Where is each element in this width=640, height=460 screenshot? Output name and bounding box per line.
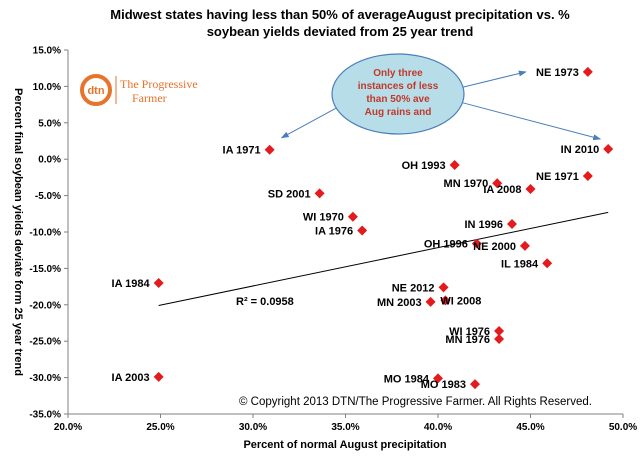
data-point (582, 170, 593, 181)
y-tick-label: 10.0% (33, 82, 61, 93)
data-point-label: WI 1976 (449, 326, 490, 338)
copyright-notice: © Copyright 2013 DTN/The Progressive Far… (239, 396, 592, 408)
data-point (507, 218, 517, 229)
data-point-label: MN 1970 (444, 178, 489, 190)
data-point (425, 296, 436, 307)
data-point-label: IA 1976 (315, 226, 353, 238)
x-axis-label: Percent of normal August precipitation (243, 439, 446, 451)
callout-pointers (280, 70, 602, 141)
y-tick-label: -10.0% (29, 228, 61, 239)
data-point (494, 326, 505, 337)
y-tick-label: 15.0% (33, 46, 61, 57)
data-point-label: IN 1996 (464, 219, 503, 231)
data-point-label: NE 1973 (536, 67, 579, 79)
data-point (525, 184, 536, 195)
callout-line-2: instances of less (358, 81, 439, 92)
data-point (494, 334, 505, 345)
data-point-label: IA 1984 (112, 278, 151, 290)
data-point-label: NE 1971 (536, 171, 579, 183)
data-point-label: SD 2001 (268, 188, 311, 200)
data-point (542, 258, 553, 269)
data-point-label: MN 2003 (377, 297, 422, 309)
trendline-group (158, 211, 609, 307)
y-tick-label: -30.0% (29, 373, 61, 384)
dtn-logo-icon (80, 74, 112, 106)
x-tick-label: 30.0% (239, 422, 267, 433)
data-point (264, 144, 275, 155)
logo: dtn The Progressive Farmer (80, 74, 198, 106)
data-point (153, 371, 164, 382)
data-point-label: NE 2012 (392, 282, 435, 294)
data-point (153, 277, 164, 288)
y-tick-label: -15.0% (29, 264, 61, 275)
callout-line-3: than 50% ave (366, 94, 430, 105)
data-point (440, 295, 451, 306)
callout-pointer-arrow (280, 107, 337, 139)
x-tick-label: 20.0% (54, 422, 82, 433)
data-point (314, 188, 325, 199)
data-point (471, 238, 482, 249)
callout-line-4: Aug rains and (365, 107, 432, 118)
chart-title-line-2: soybean yields deviated from 25 year tre… (207, 24, 474, 39)
callout-bubble (331, 53, 465, 135)
y-tick-label: -20.0% (29, 300, 61, 311)
data-point (449, 160, 460, 171)
data-point-label: IA 2008 (483, 184, 521, 196)
data-point (438, 282, 449, 293)
data-point (347, 211, 358, 222)
data-point (357, 225, 368, 236)
data-point-label: IA 1971 (223, 145, 261, 157)
y-tick-label: -5.0% (35, 191, 61, 202)
data-point-label: WI 1970 (303, 212, 344, 224)
data-point-label: MO 1983 (421, 379, 466, 391)
logo-line-2: Farmer (132, 91, 167, 105)
data-point-label: IN 2010 (561, 144, 600, 156)
data-point-label: NE 2000 (473, 241, 516, 253)
logo-line-1: The Progressive (120, 77, 198, 91)
y-tick-label: -35.0% (29, 410, 61, 421)
data-point (603, 144, 614, 155)
callout-pointer-arrow (462, 70, 527, 88)
dtn-logo-mark: dtn (87, 85, 104, 97)
y-axis-label: Percent final soybean yields deviate for… (12, 88, 24, 376)
data-point (492, 178, 503, 189)
data-point-label: IL 1984 (501, 258, 539, 270)
data-points: NE 1973 IA 1971 IN 2010 OH 1993 NE 1971 MN 19… (112, 66, 614, 391)
data-point-label: MO 1984 (384, 373, 430, 385)
callout-pointer-arrow (462, 102, 602, 141)
y-tick-label: -25.0% (29, 337, 61, 348)
x-tick-label: 25.0% (146, 422, 174, 433)
y-tick-label: 0.0% (38, 155, 61, 166)
data-point-label: MN 1976 (445, 334, 490, 346)
data-point-label: WI 2008 (440, 295, 481, 307)
callout-line-1: Only three (373, 68, 423, 79)
data-point (433, 373, 443, 384)
trendline (158, 211, 609, 307)
x-tick-label: 50.0% (609, 422, 637, 433)
data-point (582, 66, 593, 77)
x-tick-label: 40.0% (424, 422, 452, 433)
data-point-label: OH 1996 (424, 239, 468, 251)
data-point-label: OH 1993 (402, 160, 446, 172)
data-point-label: IA 2003 (112, 372, 150, 384)
x-tick-label: 35.0% (331, 422, 359, 433)
r-squared-label: R² = 0.0958 (236, 296, 294, 308)
data-point (519, 240, 530, 251)
y-tick-label: 5.0% (38, 118, 61, 129)
data-point (470, 379, 480, 390)
tick-group: 20.0% 25.0% 30.0% 35.0% 40.0% 45.0% 50.0% 15.0%… (29, 46, 637, 434)
callout: Only three instances of less than 50% av… (331, 53, 465, 135)
chart-title-line-1: Midwest states having less than 50% of a… (110, 7, 570, 22)
x-tick-label: 45.0% (516, 422, 544, 433)
